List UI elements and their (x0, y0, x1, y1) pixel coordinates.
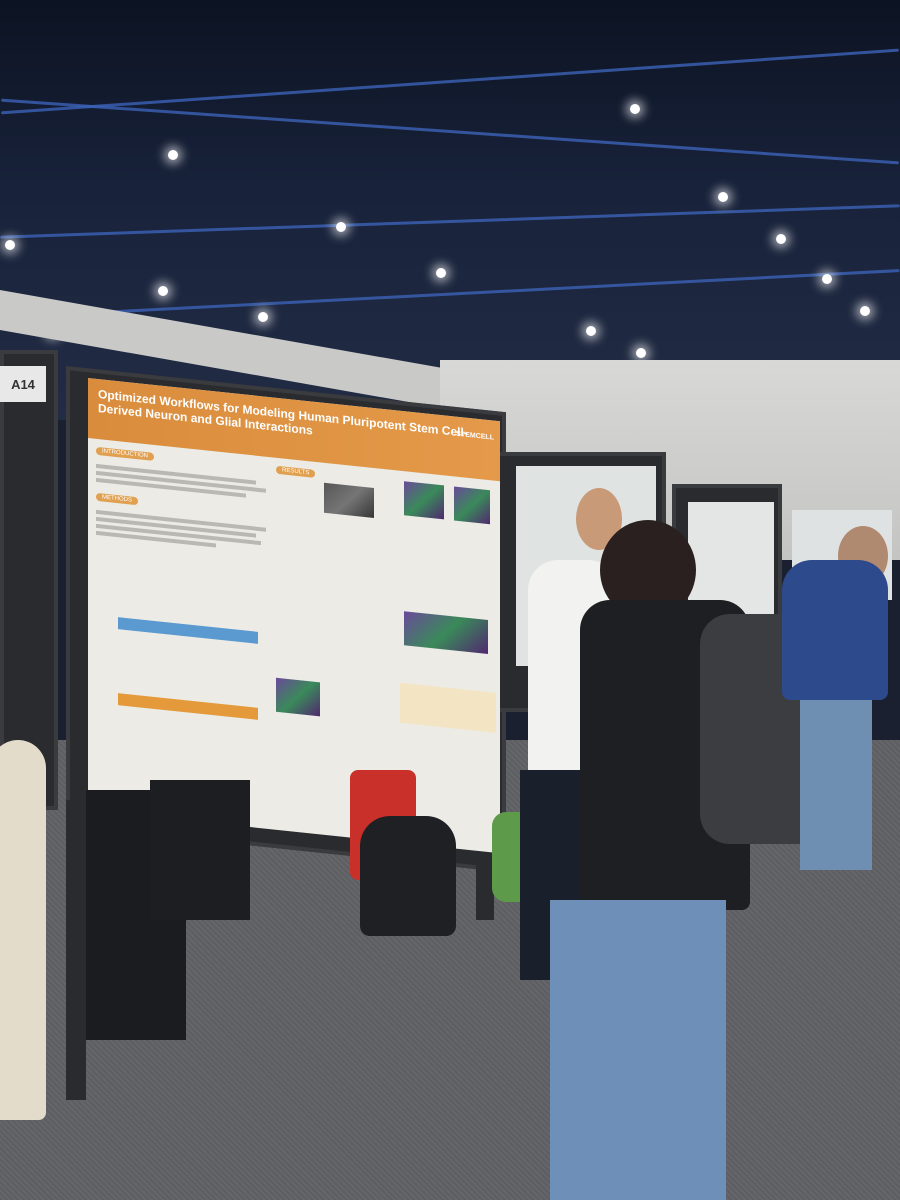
poster-figure (404, 481, 444, 520)
ceiling-light (258, 312, 268, 322)
poster-section-label: RESULTS (276, 465, 316, 478)
poster-figure (324, 482, 374, 519)
ceiling-light-strip (0, 48, 900, 115)
poster-board-left (0, 350, 58, 810)
ceiling-light (336, 222, 346, 232)
ceiling-light (630, 104, 640, 114)
ceiling-light (436, 268, 446, 278)
poster-diagram (118, 617, 258, 644)
poster-figure (276, 677, 320, 717)
attendee-jeans (800, 700, 872, 870)
ceiling-light (860, 306, 870, 316)
ceiling-light (822, 274, 832, 284)
poster-section-label: METHODS (96, 492, 138, 506)
attendee-blazer (782, 560, 888, 700)
poster-box (400, 682, 496, 733)
poster-figure (454, 486, 490, 525)
ceiling (0, 0, 900, 420)
poster-section-label: INTRODUCTION (96, 446, 154, 461)
booth-sign: A14 (0, 366, 46, 402)
board-leg (66, 800, 86, 1100)
visitor-jeans (550, 900, 726, 1200)
poster-diagram (118, 693, 258, 720)
ceiling-light (718, 192, 728, 202)
ceiling-light (586, 326, 596, 336)
ceiling-light (168, 150, 178, 160)
ceiling-light (636, 348, 646, 358)
ceiling-light-strip (0, 98, 900, 165)
black-backpack (360, 816, 456, 936)
poster-figure (404, 611, 488, 655)
person-behind-poster (150, 780, 250, 920)
person-foreground-left (0, 740, 46, 1120)
ceiling-light-strip (100, 269, 900, 314)
ceiling-light (158, 286, 168, 296)
ceiling-light-strip (0, 204, 900, 239)
ceiling-light (776, 234, 786, 244)
ceiling-light (5, 240, 15, 250)
